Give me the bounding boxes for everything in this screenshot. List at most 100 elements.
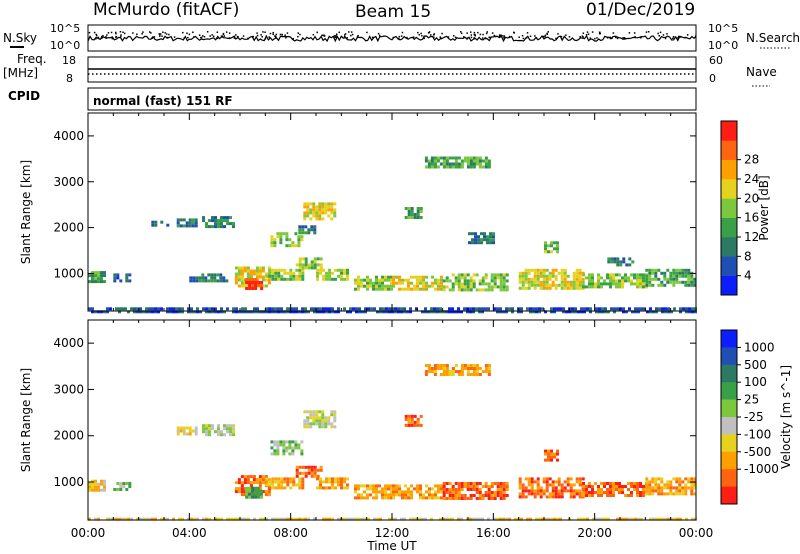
heatmap-cell (619, 263, 623, 267)
heatmap-cell (357, 287, 360, 291)
heatmap-cell (416, 420, 420, 424)
heatmap-cell (648, 280, 652, 284)
heatmap-cell (390, 484, 393, 488)
heatmap-cell (378, 281, 381, 285)
heatmap-cell (106, 310, 109, 314)
heatmap-cell (505, 494, 509, 497)
heatmap-cell (291, 440, 295, 444)
heatmap-cell (409, 310, 412, 314)
heatmap-cell (330, 205, 334, 209)
heatmap-cell (527, 268, 531, 272)
heatmap-cell (274, 307, 277, 311)
heatmap-cell (103, 310, 106, 314)
heatmap-cell (404, 207, 408, 210)
heatmap-cell (445, 276, 449, 280)
noise-trace-dot (503, 35, 505, 38)
heatmap-cell (613, 307, 616, 311)
heatmap-cell (505, 517, 508, 521)
heatmap-cell (419, 210, 423, 213)
heatmap-cell (223, 427, 226, 431)
heatmap-cell (466, 159, 470, 163)
heatmap-cell (248, 287, 252, 290)
heatmap-cell (607, 260, 611, 264)
heatmap-cell (268, 307, 271, 311)
heatmap-cell (205, 424, 208, 428)
heatmap-cell (457, 273, 461, 277)
heatmap-cell (604, 517, 607, 521)
heatmap-cell (496, 285, 500, 289)
heatmap-cell (191, 218, 195, 222)
heatmap-cell (572, 277, 576, 281)
heatmap-cell (223, 225, 226, 229)
heatmap-cell (211, 216, 214, 220)
heatmap-cell (612, 282, 615, 286)
heatmap-cell (487, 497, 491, 500)
heatmap-cell (319, 266, 323, 270)
heatmap-cell (645, 486, 649, 490)
heatmap-cell (600, 494, 603, 497)
noise-trace-dot (346, 37, 348, 39)
heatmap-cell (113, 276, 117, 280)
heatmap-cell (401, 493, 404, 497)
heatmap-cell (640, 307, 643, 311)
heatmap-cell (205, 307, 208, 311)
y-tick-label: 1000 (53, 266, 84, 280)
heatmap-cell (309, 211, 313, 215)
heatmap-cell (565, 310, 568, 314)
heatmap-cell (261, 284, 265, 288)
heatmap-cell (169, 310, 172, 314)
heatmap-cell (194, 432, 198, 436)
heatmap-cell (195, 276, 199, 280)
heatmap-cell (533, 274, 537, 278)
heatmap-cell (142, 517, 145, 521)
heatmap-cell (91, 479, 94, 483)
heatmap-cell (601, 517, 604, 521)
heatmap-cell (274, 274, 278, 278)
heatmap-cell (328, 486, 331, 490)
heatmap-cell (655, 307, 658, 311)
heatmap-cell (666, 280, 670, 284)
heatmap-cell (286, 277, 290, 281)
heatmap-cell (294, 443, 298, 447)
heatmap-cell (469, 276, 473, 280)
heatmap-cell (535, 517, 538, 521)
heatmap-cell (271, 310, 274, 314)
velocity-x-ticks (87, 320, 697, 520)
heatmap-cell (627, 276, 630, 280)
heatmap-cell (472, 482, 476, 485)
heatmap-cell (271, 271, 275, 275)
heatmap-cell (169, 307, 172, 311)
heatmap-cell (554, 277, 558, 281)
heatmap-cell (198, 279, 202, 283)
heatmap-cell (298, 225, 302, 229)
heatmap-cell (271, 517, 274, 521)
heatmap-cell (433, 165, 437, 169)
heatmap-cell (354, 487, 357, 491)
heatmap-cell (196, 307, 199, 311)
heatmap-cell (592, 517, 595, 521)
noise-trace-dot (188, 33, 191, 36)
heatmap-cell (451, 517, 454, 521)
heatmap-cell (330, 422, 334, 426)
heatmap-cell (319, 268, 322, 272)
heatmap-cell (375, 490, 378, 494)
heatmap-cell (234, 266, 238, 270)
heatmap-cell (304, 231, 308, 235)
heatmap-cell (226, 424, 229, 428)
heatmap-cell (384, 496, 387, 500)
heatmap-cell (292, 271, 296, 275)
heatmap-cell (660, 486, 664, 490)
noise-trace-dot (132, 32, 134, 34)
heatmap-cell (445, 517, 448, 521)
noise-trace-dot (460, 31, 462, 33)
heatmap-cell (575, 271, 579, 275)
heatmap-cell (251, 278, 255, 281)
noise-trace-dot (357, 35, 359, 37)
heatmap-cell (211, 310, 214, 314)
heatmap-cell (280, 310, 283, 314)
heatmap-cell (256, 310, 259, 314)
heatmap-cell (529, 307, 532, 311)
heatmap-cell (260, 281, 264, 284)
heatmap-cell (343, 268, 346, 272)
heatmap-cell (321, 410, 325, 414)
